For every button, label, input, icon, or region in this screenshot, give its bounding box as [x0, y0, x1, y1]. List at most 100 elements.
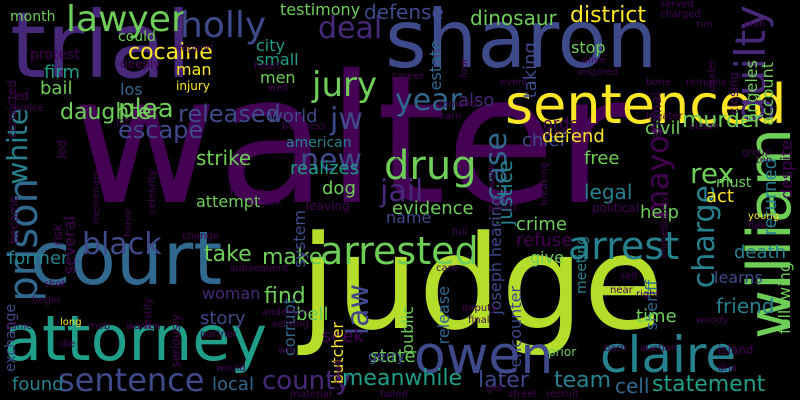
word-year: year: [395, 83, 462, 118]
word-inspired: inspired: [578, 67, 618, 78]
word-ten: ten: [756, 155, 773, 166]
word-die: die: [60, 339, 76, 350]
word-john: john: [116, 117, 138, 128]
word-near: near: [610, 285, 633, 296]
word-statement: statement: [652, 372, 766, 397]
word-stop: stop: [571, 38, 606, 57]
word-month: month: [10, 9, 56, 25]
word-anderson: anderson: [262, 307, 309, 318]
word-group: group: [742, 147, 772, 158]
word-clinic: clinic: [6, 321, 32, 332]
word-take: take: [204, 242, 252, 267]
word-flee: flee: [748, 221, 767, 232]
word-crime: crime: [516, 214, 567, 235]
word-honor: honor: [123, 208, 134, 238]
word-recruit: recruit: [546, 389, 579, 400]
word-dog: dog: [322, 178, 356, 199]
word-release: release: [434, 286, 453, 345]
word-work: work: [487, 164, 498, 189]
word-mercenary: mercenary: [91, 170, 102, 224]
word-deputy: deputy: [462, 303, 498, 314]
word-must: must: [716, 175, 752, 191]
word-care: care: [436, 263, 458, 274]
word-testify: testify: [143, 298, 154, 330]
word-arrest: arrest: [568, 224, 680, 268]
word-small: small: [256, 50, 299, 69]
word-encounter: encounter: [506, 286, 525, 368]
word-seek: seek: [322, 326, 364, 347]
word-failed: failed: [380, 389, 408, 400]
word-later: later: [478, 368, 529, 393]
word-city: city: [256, 36, 285, 55]
word-defense: defense: [364, 0, 444, 24]
word-career: career: [392, 71, 424, 82]
word-bell: bell: [296, 304, 329, 325]
word-could: could: [118, 29, 156, 45]
word-local: local: [212, 374, 254, 395]
word-political: political: [592, 201, 639, 215]
word-evidence: evidence: [392, 198, 474, 219]
word-deeply: deeply: [120, 57, 161, 71]
word-security: security: [484, 109, 524, 120]
word-full: full: [452, 227, 468, 238]
word-act: act: [706, 186, 734, 207]
word-black: black: [82, 227, 162, 262]
word-rex: rex: [690, 157, 735, 190]
word-change: change: [182, 231, 219, 242]
word-judge: judge: [300, 207, 664, 359]
word-young: young: [748, 211, 780, 222]
word-event: event: [500, 77, 529, 88]
word-firm: firm: [44, 62, 80, 83]
word-murder: murder: [682, 108, 763, 133]
word-business: business: [282, 121, 326, 132]
word-walter: walter: [72, 37, 629, 244]
word-estate: estate: [426, 40, 445, 91]
word-state: state: [370, 346, 416, 367]
word-protest: protest: [30, 47, 80, 63]
word-trial: trial: [10, 0, 192, 99]
word-get: get: [486, 383, 503, 394]
word-police: police: [14, 103, 44, 114]
word-argues: argues: [534, 127, 569, 138]
word-los: los: [120, 80, 143, 99]
word-defend: defend: [542, 126, 605, 147]
word-bail: bail: [40, 78, 73, 99]
word-death: death: [734, 242, 786, 263]
word-also: also: [458, 90, 495, 111]
word-celebrity: celebrity: [147, 170, 158, 214]
word-plan: plan: [744, 19, 766, 30]
word-free: free: [584, 148, 620, 169]
word-man: man: [176, 60, 212, 79]
word-demand: demand: [436, 99, 478, 110]
word-refuse: refuse: [516, 230, 573, 251]
word-world: world: [268, 106, 318, 127]
word-charged: charged: [660, 9, 701, 20]
word-help: help: [640, 202, 679, 223]
word-admit: admit: [488, 203, 517, 214]
word-jail: jail: [380, 174, 424, 209]
word-performance: performance: [391, 100, 402, 165]
word-run: run: [696, 19, 713, 30]
word-auction: auction: [640, 343, 678, 354]
word-escape: escape: [118, 116, 204, 144]
word-system: system: [290, 210, 309, 268]
word-legal: legal: [584, 180, 633, 204]
word-county: county: [262, 366, 351, 396]
word-owen: owen: [414, 326, 554, 386]
word-learn: learn: [436, 111, 462, 122]
word-sentence: sentence: [58, 361, 205, 399]
word-cell: cell: [615, 374, 650, 398]
word-led: led: [55, 140, 69, 159]
word-material: material: [290, 389, 332, 400]
word-closing: closing: [727, 72, 741, 115]
word-account: account: [758, 62, 777, 126]
word-right: right: [636, 289, 660, 300]
word-found: found: [12, 374, 64, 395]
word-shot: shot: [44, 279, 66, 290]
word-claire: claire: [600, 326, 737, 384]
word-strike: strike: [196, 146, 252, 170]
word-team: team: [554, 368, 612, 393]
word-arrested: arrested: [320, 229, 479, 273]
word-jw: jw: [330, 102, 363, 137]
